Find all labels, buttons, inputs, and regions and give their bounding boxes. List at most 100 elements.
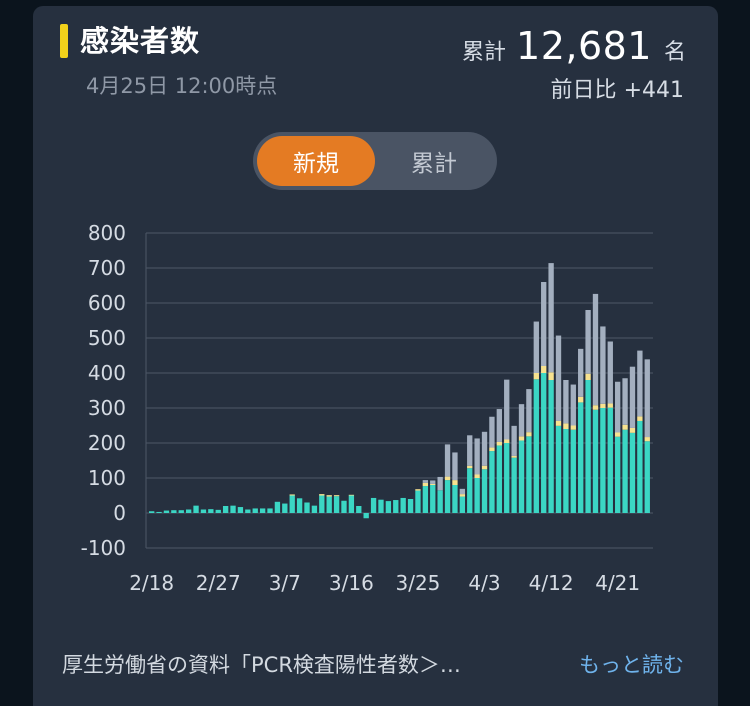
bar-segment bbox=[518, 404, 525, 437]
bar-segment bbox=[585, 373, 591, 380]
bar-segment bbox=[459, 494, 466, 497]
day-over-day: 前日比 +441 bbox=[551, 72, 684, 104]
bar-segment bbox=[622, 424, 628, 430]
bar-segment bbox=[570, 384, 576, 426]
x-tick-label: 4/3 bbox=[468, 571, 500, 595]
bar-segment bbox=[489, 416, 495, 448]
bar-segment bbox=[600, 408, 606, 513]
bar-segment bbox=[370, 497, 377, 513]
bar-segment bbox=[504, 443, 510, 513]
bar-segment bbox=[481, 465, 488, 470]
tab-new-cases[interactable]: 新規 bbox=[257, 136, 375, 186]
bar-segment bbox=[282, 503, 288, 513]
y-tick-label: 300 bbox=[88, 396, 126, 420]
title-accent-bar bbox=[60, 24, 68, 58]
y-tick-label: 400 bbox=[88, 361, 126, 385]
bar-segment bbox=[467, 465, 473, 469]
bar-segment bbox=[378, 499, 384, 513]
x-tick-label: 4/21 bbox=[595, 571, 640, 595]
bar-segment bbox=[526, 389, 532, 433]
bar-segment bbox=[437, 476, 443, 491]
bar-segment bbox=[474, 478, 480, 513]
bar-segment bbox=[452, 480, 458, 485]
bar-segment bbox=[348, 494, 355, 496]
bar-segment bbox=[526, 436, 532, 513]
bar-segment bbox=[215, 509, 221, 513]
bar-segment bbox=[615, 381, 621, 433]
y-tick-label: 700 bbox=[88, 256, 126, 280]
bar-segment bbox=[496, 441, 502, 446]
bar-segment bbox=[452, 452, 458, 481]
bar-segment bbox=[622, 378, 628, 425]
bar-segment bbox=[289, 495, 295, 513]
y-tick-label: 100 bbox=[88, 466, 126, 490]
bar-segment bbox=[193, 505, 199, 513]
update-timestamp: 4月25日 12:00時点 bbox=[86, 74, 278, 98]
bar-segment bbox=[156, 511, 162, 513]
bar-segment bbox=[422, 486, 429, 513]
bar-segment bbox=[555, 335, 562, 421]
bar-segment bbox=[430, 483, 436, 485]
bar-segment bbox=[644, 441, 650, 513]
bar-segment bbox=[274, 501, 281, 513]
bar-segment bbox=[496, 409, 502, 442]
bar-segment bbox=[518, 440, 525, 513]
bar-segment bbox=[474, 474, 480, 478]
bar-segment bbox=[422, 482, 429, 487]
bar-segment bbox=[200, 509, 207, 513]
bar-segment bbox=[637, 416, 643, 421]
y-tick-label: 200 bbox=[88, 431, 126, 455]
tab-cumulative[interactable]: 累計 bbox=[411, 151, 457, 177]
bar-segment bbox=[415, 490, 421, 513]
bar-segment bbox=[474, 438, 480, 475]
bar-segment bbox=[607, 403, 613, 408]
bar-segment bbox=[600, 403, 606, 408]
bar-segment bbox=[570, 425, 576, 430]
bar-segment bbox=[149, 511, 155, 513]
bar-segment bbox=[592, 293, 599, 406]
bar-segment bbox=[459, 488, 466, 495]
view-toggle: 新規 累計 bbox=[253, 132, 497, 190]
y-tick-label: -100 bbox=[81, 536, 126, 560]
bar-segment bbox=[563, 429, 569, 513]
bar-segment bbox=[511, 425, 517, 456]
bar-segment bbox=[578, 348, 584, 397]
bar-segment bbox=[629, 432, 636, 513]
bar-segment bbox=[444, 444, 451, 477]
bar-segment bbox=[644, 437, 650, 442]
bar-segment bbox=[585, 310, 591, 374]
x-tick-label: 4/12 bbox=[529, 571, 574, 595]
bar-segment bbox=[622, 429, 628, 513]
bar-segment bbox=[208, 509, 214, 513]
bar-segment bbox=[296, 498, 303, 513]
bar-segment bbox=[363, 513, 369, 519]
bar-segment bbox=[333, 496, 340, 513]
bar-segment bbox=[533, 373, 539, 380]
bar-segment bbox=[407, 499, 414, 513]
bar-segment bbox=[481, 469, 488, 513]
bar-segment bbox=[644, 359, 650, 438]
bar-segment bbox=[319, 494, 325, 496]
bar-segment bbox=[489, 447, 495, 452]
y-tick-label: 800 bbox=[88, 221, 126, 245]
bar-segment bbox=[259, 508, 266, 513]
read-more-link[interactable]: もっと読む bbox=[579, 653, 684, 677]
bar-segment bbox=[467, 435, 473, 466]
bar-segment bbox=[637, 420, 643, 513]
bar-segment bbox=[511, 457, 517, 513]
x-tick-label: 3/7 bbox=[269, 571, 301, 595]
bar-segment bbox=[541, 366, 547, 373]
bar-segment bbox=[533, 321, 539, 373]
bar-segment bbox=[578, 402, 584, 513]
bar-segment bbox=[304, 502, 310, 513]
y-tick-label: 500 bbox=[88, 326, 126, 350]
bar-segment bbox=[319, 495, 325, 513]
bar-segment bbox=[518, 436, 525, 441]
bar-segment bbox=[430, 485, 436, 513]
bar-segment bbox=[570, 429, 576, 513]
bar-segment bbox=[333, 495, 340, 497]
y-tick-label: 0 bbox=[113, 501, 126, 525]
bar-segment bbox=[555, 425, 562, 513]
bar-segment bbox=[563, 380, 569, 424]
